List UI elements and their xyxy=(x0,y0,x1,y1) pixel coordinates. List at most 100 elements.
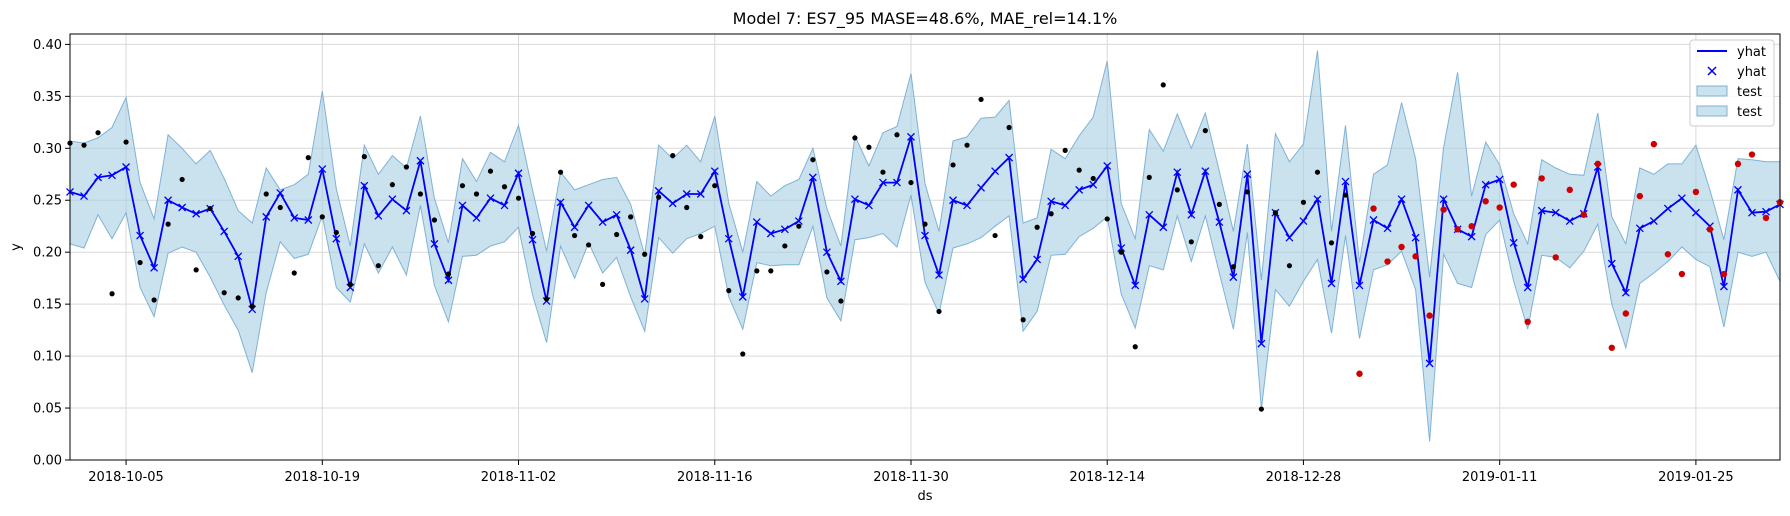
train-point xyxy=(179,176,185,183)
yhat-marker-stroke xyxy=(668,199,677,208)
train-point xyxy=(1076,167,1082,173)
yhat-marker xyxy=(318,165,327,174)
test-point xyxy=(1468,223,1475,230)
train-point xyxy=(1160,82,1166,88)
yhat-marker-stroke xyxy=(1201,167,1210,176)
test-point xyxy=(1510,181,1517,188)
yhat-marker xyxy=(921,231,929,240)
train-point xyxy=(515,195,522,201)
yhat-marker xyxy=(808,173,817,182)
yhat-marker xyxy=(766,229,775,238)
train-point xyxy=(1244,189,1250,195)
test-point xyxy=(1552,254,1559,261)
yhat-marker-stroke xyxy=(1061,201,1070,210)
yhat-marker-stroke xyxy=(570,223,579,232)
train-point xyxy=(1258,406,1264,412)
yhat-marker xyxy=(262,212,271,221)
yhat-marker xyxy=(1369,216,1378,224)
test-point xyxy=(1454,226,1461,233)
yhat-marker-stroke xyxy=(1663,204,1672,213)
yhat-marker-stroke xyxy=(1411,233,1420,242)
yhat-marker xyxy=(1089,180,1098,189)
yhat-marker-stroke xyxy=(612,210,621,219)
test-point xyxy=(1762,214,1770,222)
yhat-marker xyxy=(850,195,859,204)
yhat-marker xyxy=(486,194,495,203)
legend-yhat-marker-swatch xyxy=(1707,66,1717,76)
train-point xyxy=(473,191,480,197)
yhat-marker xyxy=(108,171,117,180)
yhat-marker xyxy=(878,178,887,187)
yhat-marker-stroke xyxy=(192,209,201,218)
yhat-marker xyxy=(1075,185,1084,194)
yhat-marker xyxy=(1103,161,1112,170)
yhat-marker xyxy=(836,277,845,286)
yhat-marker xyxy=(1537,206,1546,215)
yhat-marker xyxy=(80,192,88,201)
yhat-marker xyxy=(626,246,635,255)
yhat-marker-stroke xyxy=(1229,273,1238,282)
yhat-marker-stroke xyxy=(1215,218,1224,227)
yhat-marker-stroke xyxy=(1467,232,1476,241)
x-tick-label: 2018-12-14 xyxy=(1069,470,1145,485)
yhat-marker xyxy=(1565,217,1574,225)
y-tick-label: 0.35 xyxy=(33,90,62,105)
yhat-marker xyxy=(1509,238,1518,247)
test-point xyxy=(1636,192,1644,200)
yhat-marker-stroke xyxy=(108,171,117,180)
yhat-marker xyxy=(192,209,201,218)
yhat-marker xyxy=(991,167,1000,176)
yhat-marker xyxy=(598,218,607,227)
yhat-marker-stroke xyxy=(94,173,102,182)
yhat-marker-stroke xyxy=(1565,217,1574,225)
yhat-marker xyxy=(332,234,341,243)
train-point xyxy=(726,288,732,294)
train-point xyxy=(123,139,129,145)
legend-box xyxy=(1689,39,1775,127)
point-layer xyxy=(67,82,1784,412)
yhat-marker-stroke xyxy=(893,178,901,187)
yhat-marker xyxy=(416,156,425,165)
train-point xyxy=(894,132,900,138)
yhat-marker-stroke xyxy=(780,225,789,234)
yhat-marker-stroke xyxy=(1033,255,1042,264)
test-point xyxy=(1664,251,1672,258)
yhat-marker xyxy=(1467,232,1476,241)
train-point xyxy=(824,269,830,275)
yhat-marker-stroke xyxy=(1019,275,1028,284)
x-axis-label: ds xyxy=(917,489,932,504)
train-point xyxy=(487,168,494,174)
yhat-marker-stroke xyxy=(1551,208,1560,217)
train-point xyxy=(1328,240,1335,246)
train-point xyxy=(529,230,536,237)
yhat-marker-stroke xyxy=(1005,153,1014,162)
test-point xyxy=(1608,344,1616,351)
yhat-marker-stroke xyxy=(360,181,369,190)
yhat-marker-stroke xyxy=(1762,207,1770,216)
train-point xyxy=(1048,211,1054,217)
yhat-marker xyxy=(977,183,986,192)
yhat-marker xyxy=(1215,218,1224,227)
train-point xyxy=(501,184,508,190)
train-point xyxy=(656,194,662,200)
yhat-marker xyxy=(963,201,972,210)
train-point xyxy=(109,291,115,297)
train-point xyxy=(1300,199,1307,205)
legend-label-test-1: test xyxy=(1737,85,1762,100)
train-point xyxy=(978,96,984,103)
train-point xyxy=(1034,224,1040,230)
yhat-marker-stroke xyxy=(430,239,439,248)
yhat-marker-stroke xyxy=(1285,233,1294,242)
yhat-marker xyxy=(1341,177,1350,186)
yhat-marker-stroke xyxy=(1733,185,1742,194)
test-point xyxy=(1524,318,1531,326)
test-point xyxy=(1566,186,1573,194)
yhat-marker xyxy=(514,169,523,178)
train-point xyxy=(277,204,283,211)
train-point xyxy=(838,298,844,304)
train-point xyxy=(1216,201,1222,207)
yhat-marker-stroke xyxy=(1131,281,1140,290)
train-point xyxy=(670,152,676,159)
train-point xyxy=(1090,175,1096,182)
test-point xyxy=(1496,204,1503,211)
